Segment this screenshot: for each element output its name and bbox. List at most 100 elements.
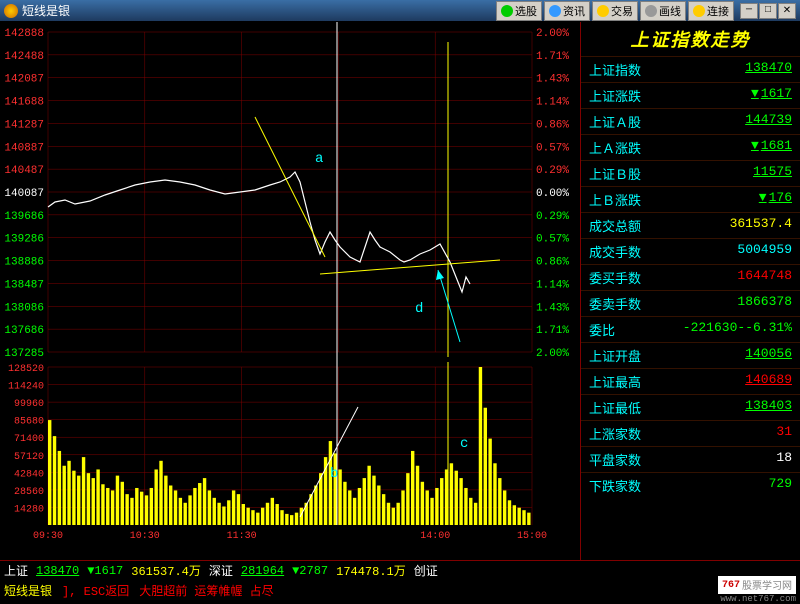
status-seg-8: 创证 xyxy=(414,562,438,579)
svg-text:85680: 85680 xyxy=(14,417,44,428)
svg-text:114240: 114240 xyxy=(8,382,44,393)
sidebar-row-8[interactable]: 委买手数1644748 xyxy=(581,264,800,290)
maximize-button[interactable]: □ xyxy=(759,3,777,19)
sidebar-value: 361537.4 xyxy=(730,216,792,235)
svg-text:d: d xyxy=(415,301,423,317)
svg-text:142087: 142087 xyxy=(4,74,44,86)
svg-text:138086: 138086 xyxy=(4,302,44,314)
toolbar-btn-0[interactable]: 选股 xyxy=(496,1,542,21)
svg-text:140887: 140887 xyxy=(4,142,44,154)
sidebar-value: 138403 xyxy=(745,398,792,417)
logo-767[interactable]: 767股票学习网 xyxy=(718,576,796,594)
svg-text:1.14%: 1.14% xyxy=(536,279,569,291)
sidebar-row-0[interactable]: 上证指数138470 xyxy=(581,56,800,82)
svg-text:1.14%: 1.14% xyxy=(536,97,569,109)
svg-text:137285: 137285 xyxy=(4,348,44,360)
svg-text:138886: 138886 xyxy=(4,257,44,269)
price-chart: 1428882.00%1424881.71%1420871.43%1416881… xyxy=(0,22,580,362)
sidebar-label: 委比 xyxy=(589,320,615,339)
toolbar-icon xyxy=(645,5,657,17)
status2-seg-2: 大胆超前 运筹帷幄 占尽 xyxy=(139,582,273,599)
status-seg-0: 上证 xyxy=(4,562,28,579)
sidebar-row-7[interactable]: 成交手数 5004959 xyxy=(581,238,800,264)
svg-text:1.71%: 1.71% xyxy=(536,325,569,337)
sidebar-label: 成交总额 xyxy=(589,216,641,235)
toolbar-btn-4[interactable]: 连接 xyxy=(688,1,734,21)
sidebar-row-12[interactable]: 上证最高140689 xyxy=(581,368,800,394)
sidebar-value: 144739 xyxy=(745,112,792,131)
svg-text:71400: 71400 xyxy=(14,434,44,445)
svg-text:15:00: 15:00 xyxy=(517,531,547,540)
sidebar-value: 140689 xyxy=(745,372,792,391)
svg-text:139286: 139286 xyxy=(4,234,44,246)
svg-text:11:30: 11:30 xyxy=(227,531,257,540)
svg-text:42840: 42840 xyxy=(14,469,44,480)
svg-text:0.57%: 0.57% xyxy=(536,234,569,246)
sidebar-label: 上证最低 xyxy=(589,398,641,417)
svg-text:140487: 140487 xyxy=(4,165,44,177)
status-seg-1: 138470 xyxy=(36,564,79,578)
sidebar-label: 成交手数 xyxy=(589,242,641,261)
svg-text:1.43%: 1.43% xyxy=(536,74,569,86)
sidebar-row-2[interactable]: 上证Ａ股144739 xyxy=(581,108,800,134)
svg-text:c: c xyxy=(460,436,468,452)
sidebar-value: 1866378 xyxy=(737,294,792,313)
toolbar-label: 资讯 xyxy=(563,3,585,19)
sidebar-row-13[interactable]: 上证最低 138403 xyxy=(581,394,800,420)
status-seg-7: 174478.1万 xyxy=(336,562,406,579)
sidebar-label: 上涨家数 xyxy=(589,424,641,443)
toolbar-btn-2[interactable]: 交易 xyxy=(592,1,638,21)
sidebar-label: 上Ｂ涨跌 xyxy=(589,190,641,209)
sidebar-row-4[interactable]: 上证Ｂ股11575 xyxy=(581,160,800,186)
toolbar-btn-1[interactable]: 资讯 xyxy=(544,1,590,21)
sidebar-row-3[interactable]: 上Ａ涨跌1681 xyxy=(581,134,800,160)
svg-text:137686: 137686 xyxy=(4,325,44,337)
svg-text:28560: 28560 xyxy=(14,487,44,498)
toolbar-icon xyxy=(549,5,561,17)
close-button[interactable]: ✕ xyxy=(778,3,796,19)
window-title: 短线是银 xyxy=(22,2,70,19)
minimize-button[interactable]: ─ xyxy=(740,3,758,19)
status2-seg-0: 短线是银 xyxy=(4,582,52,599)
sidebar-value: 138470 xyxy=(745,60,792,79)
sidebar-row-6[interactable]: 成交总额 361537.4 xyxy=(581,212,800,238)
sidebar-value: 1644748 xyxy=(737,268,792,287)
sidebar-row-16[interactable]: 下跌家数729 xyxy=(581,472,800,498)
sidebar-row-5[interactable]: 上Ｂ涨跌176 xyxy=(581,186,800,212)
sidebar-value: 11575 xyxy=(753,164,792,183)
svg-text:0.57%: 0.57% xyxy=(536,142,569,154)
svg-text:b: b xyxy=(330,466,338,482)
svg-text:14280: 14280 xyxy=(14,504,44,515)
sidebar-value: -221630--6.31% xyxy=(683,320,792,339)
sidebar-row-1[interactable]: 上证涨跌1617 xyxy=(581,82,800,108)
toolbar-label: 交易 xyxy=(611,3,633,19)
sidebar-row-9[interactable]: 委卖手数 1866378 xyxy=(581,290,800,316)
status-seg-5: 281964 xyxy=(241,564,284,578)
sidebar-row-10[interactable]: 委比 -221630--6.31% xyxy=(581,316,800,342)
sidebar: 上证指数走势 上证指数138470上证涨跌1617上证Ａ股144739上Ａ涨跌1… xyxy=(580,22,800,560)
sidebar-row-15[interactable]: 平盘家数18 xyxy=(581,446,800,472)
sidebar-value: 31 xyxy=(776,424,792,443)
svg-text:0.86%: 0.86% xyxy=(536,119,569,131)
svg-text:142488: 142488 xyxy=(4,51,44,63)
toolbar-btn-3[interactable]: 画线 xyxy=(640,1,686,21)
svg-text:0.86%: 0.86% xyxy=(536,257,569,269)
sidebar-value: 5004959 xyxy=(737,242,792,261)
svg-text:0.29%: 0.29% xyxy=(536,211,569,223)
main-area: 1428882.00%1424881.71%1420871.43%1416881… xyxy=(0,22,800,560)
status-seg-2: ▼1617 xyxy=(87,564,123,578)
window-controls: ─ □ ✕ xyxy=(740,3,796,19)
sidebar-label: 平盘家数 xyxy=(589,450,641,469)
svg-text:1.71%: 1.71% xyxy=(536,51,569,63)
toolbar-label: 选股 xyxy=(515,3,537,19)
svg-text:128520: 128520 xyxy=(8,364,44,375)
sidebar-row-14[interactable]: 上涨家数 31 xyxy=(581,420,800,446)
chart-area[interactable]: 1428882.00%1424881.71%1420871.43%1416881… xyxy=(0,22,580,560)
svg-text:57120: 57120 xyxy=(14,452,44,463)
logo-url: www.net767.com xyxy=(720,594,796,604)
sidebar-label: 下跌家数 xyxy=(589,476,641,495)
svg-text:2.00%: 2.00% xyxy=(536,348,569,360)
sidebar-row-11[interactable]: 上证开盘140056 xyxy=(581,342,800,368)
svg-text:2.00%: 2.00% xyxy=(536,28,569,40)
sidebar-label: 委卖手数 xyxy=(589,294,641,313)
